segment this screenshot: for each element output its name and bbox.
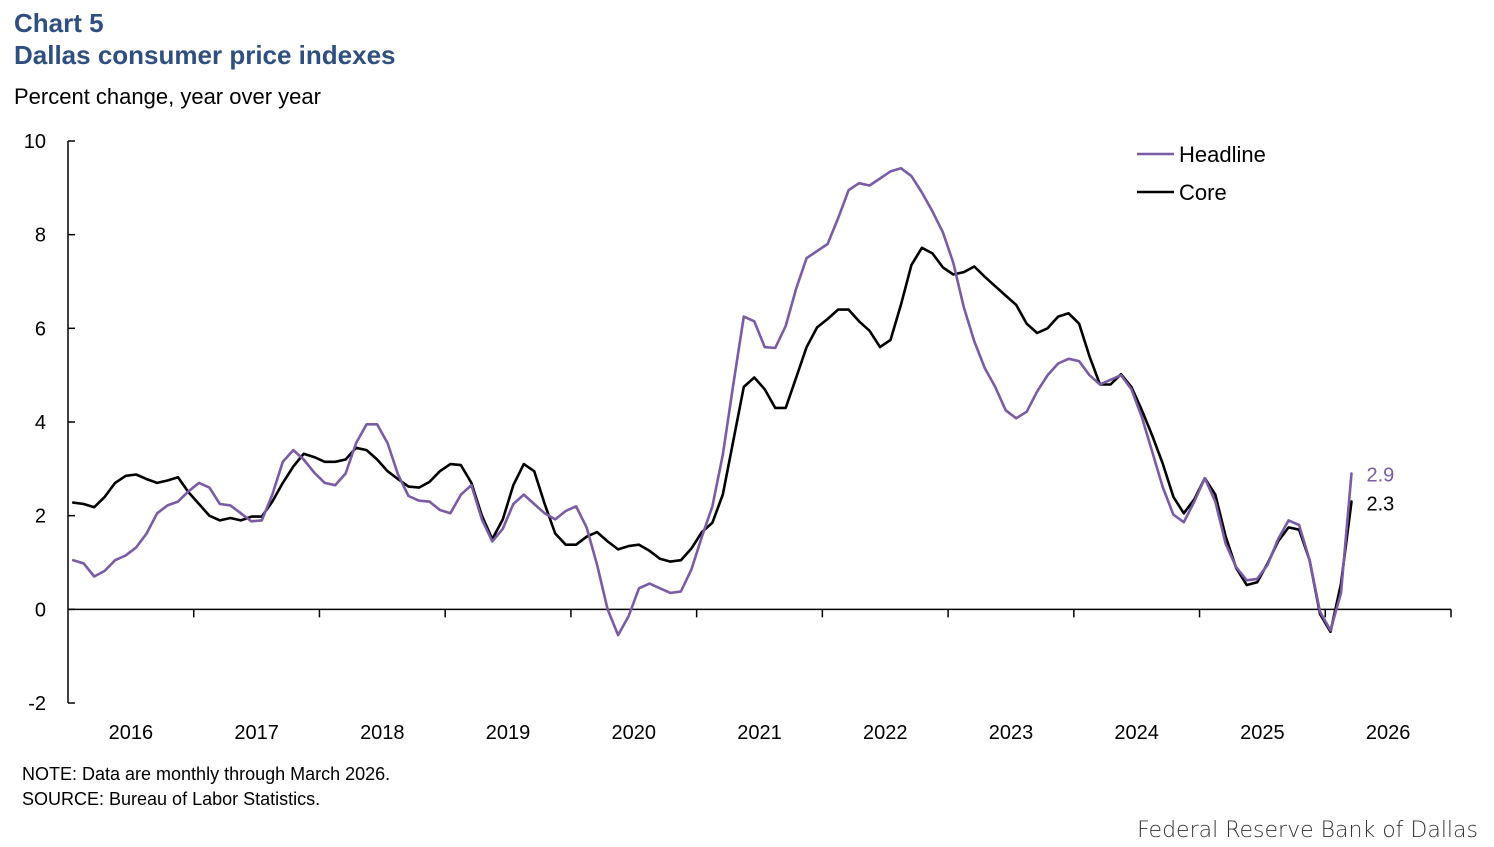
x-tick-label: 2022 — [863, 722, 908, 744]
legend: Headline Core — [1137, 142, 1266, 205]
x-tick-label: 2025 — [1240, 722, 1285, 744]
y-tick-label: 6 — [35, 318, 46, 340]
x-tick-label: 2018 — [360, 722, 405, 744]
x-tick-label: 2019 — [486, 722, 531, 744]
end-labels: 2.92.3 — [1366, 465, 1394, 516]
legend-label-headline: Headline — [1179, 142, 1266, 167]
x-tick-label: 2016 — [109, 722, 154, 744]
y-tick-label: 4 — [35, 412, 46, 434]
chart-subtitle: Percent change, year over year — [14, 84, 321, 109]
footnote-source: SOURCE: Bureau of Labor Statistics. — [22, 789, 321, 809]
y-tick-label: -2 — [28, 693, 46, 715]
x-axis: 2016 2017 2018 2019 2020 2021 2022 2023 2024 2025… — [68, 608, 1452, 744]
series-line-core — [71, 246, 1353, 634]
x-tick-label: 2021 — [737, 722, 782, 744]
series-lines — [71, 166, 1353, 637]
end-label-headline: 2.9 — [1366, 465, 1394, 487]
x-tick-label: 2020 — [612, 722, 657, 744]
credit-text: Federal Reserve Bank of Dallas — [1137, 818, 1478, 843]
y-tick-label: 0 — [35, 599, 46, 621]
y-tick-label: 2 — [35, 506, 46, 528]
x-tick-label: 2024 — [1114, 722, 1159, 744]
series-line-headline — [71, 166, 1353, 637]
x-tick-label: 2017 — [234, 722, 279, 744]
y-tick-label: 10 — [24, 131, 46, 153]
y-axis: -2 0 2 4 6 8 10 — [24, 131, 75, 715]
footnote-note: NOTE: Data are monthly through March 202… — [22, 764, 391, 784]
y-tick-label: 8 — [35, 225, 46, 247]
chart-number: Chart 5 — [14, 8, 104, 38]
chart-title: Dallas consumer price indexes — [14, 40, 396, 70]
end-label-core: 2.3 — [1366, 494, 1394, 516]
x-tick-label: 2023 — [989, 722, 1034, 744]
x-tick-label: 2026 — [1366, 722, 1411, 744]
legend-label-core: Core — [1179, 180, 1227, 205]
